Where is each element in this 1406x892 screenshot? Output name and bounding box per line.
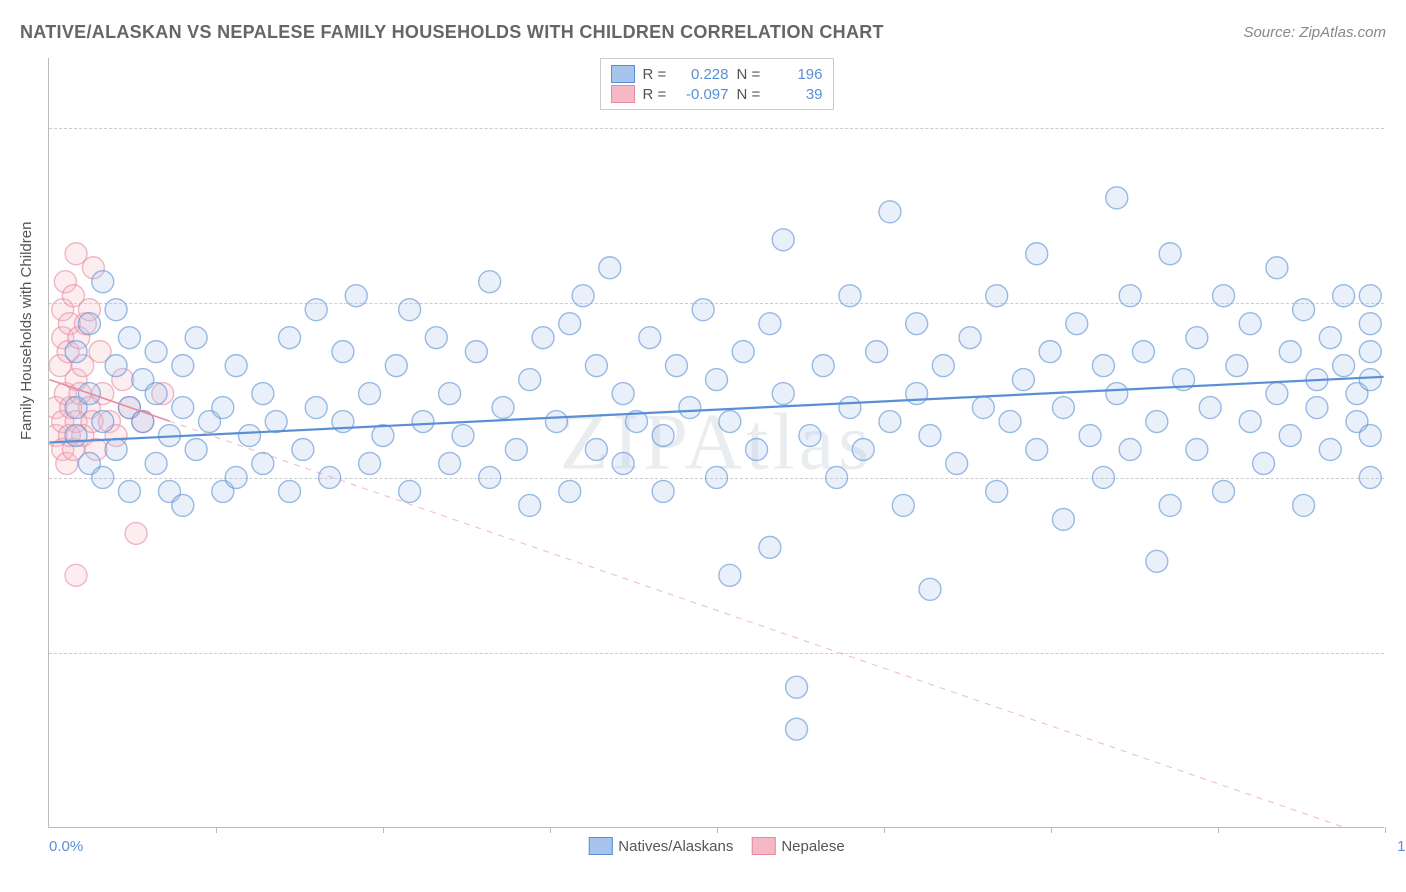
legend-N-value-0: 196 [773, 66, 823, 83]
x-tick-mark [1051, 827, 1052, 833]
legend-stats-row-0: R = 0.228 N = 196 [611, 65, 823, 83]
regression-lines [49, 58, 1384, 827]
watermark: ZIPAtlas [560, 397, 874, 488]
chart-header: NATIVE/ALASKAN VS NEPALESE FAMILY HOUSEH… [20, 22, 1386, 43]
legend-item-0: Natives/Alaskans [588, 837, 733, 855]
legend-label-0: Natives/Alaskans [618, 838, 733, 855]
x-tick-mark [884, 827, 885, 833]
scatter-points [49, 58, 1384, 827]
legend-swatch-bottom-1 [751, 837, 775, 855]
y-tick-label: 37.5% [1392, 295, 1406, 312]
y-tick-label: 25.0% [1392, 470, 1406, 487]
legend-swatch-0 [611, 65, 635, 83]
legend-R-value-1: -0.097 [679, 86, 729, 103]
x-tick-mark [550, 827, 551, 833]
legend-stats: R = 0.228 N = 196 R = -0.097 N = 39 [600, 58, 834, 110]
gridline-h [49, 128, 1384, 129]
legend-swatch-bottom-0 [588, 837, 612, 855]
legend-R-label: R = [643, 66, 671, 83]
x-tick-label-right: 100.0% [1397, 838, 1406, 855]
x-tick-label-left: 0.0% [49, 838, 83, 855]
chart-title: NATIVE/ALASKAN VS NEPALESE FAMILY HOUSEH… [20, 22, 884, 43]
x-tick-mark [1385, 827, 1386, 833]
x-tick-mark [383, 827, 384, 833]
x-tick-mark [1218, 827, 1219, 833]
legend-item-1: Nepalese [751, 837, 844, 855]
legend-stats-row-1: R = -0.097 N = 39 [611, 85, 823, 103]
y-axis-title: Family Households with Children [18, 222, 35, 440]
y-tick-label: 50.0% [1392, 120, 1406, 137]
x-tick-mark [216, 827, 217, 833]
legend-N-value-1: 39 [773, 86, 823, 103]
legend-label-1: Nepalese [781, 838, 844, 855]
gridline-h [49, 303, 1384, 304]
plot-area: ZIPAtlas 12.5%25.0%37.5%50.0% R = 0.228 … [48, 58, 1384, 828]
legend-R-value-0: 0.228 [679, 66, 729, 83]
gridline-h [49, 653, 1384, 654]
legend-N-label: N = [737, 66, 765, 83]
y-tick-label: 12.5% [1392, 645, 1406, 662]
legend-swatch-1 [611, 85, 635, 103]
legend-N-label: N = [737, 86, 765, 103]
legend-series: Natives/Alaskans Nepalese [588, 837, 844, 855]
chart-source: Source: ZipAtlas.com [1243, 24, 1386, 41]
gridline-h [49, 478, 1384, 479]
x-tick-mark [717, 827, 718, 833]
legend-R-label: R = [643, 86, 671, 103]
